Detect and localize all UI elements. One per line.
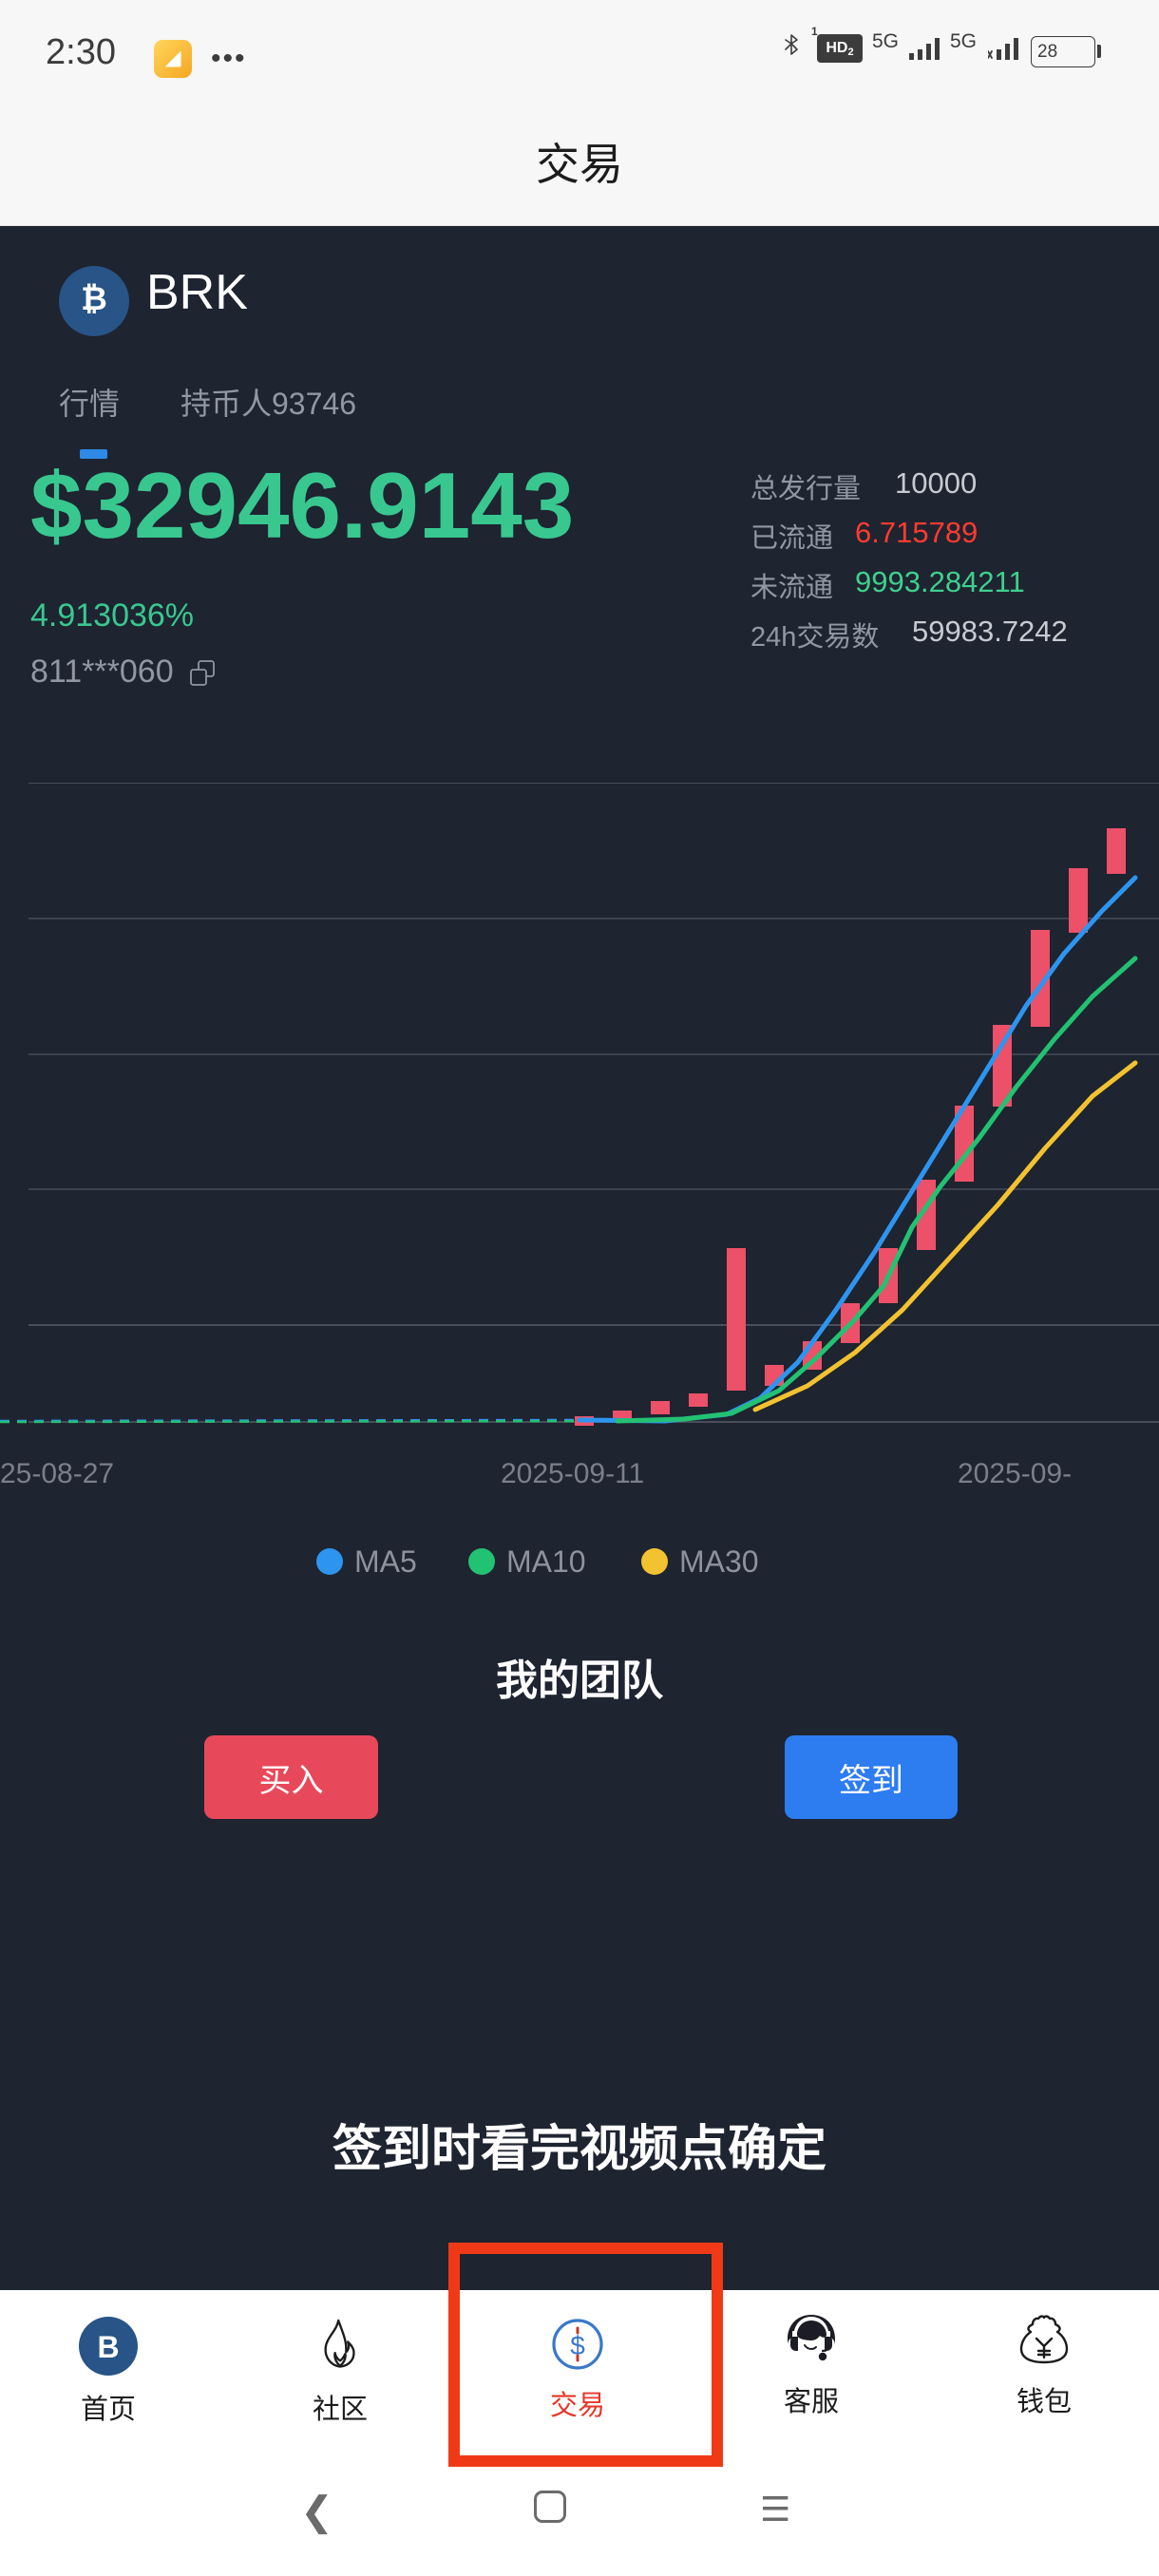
svg-text:B: B bbox=[97, 2330, 119, 2364]
svg-text:₿: ₿ bbox=[81, 282, 107, 317]
